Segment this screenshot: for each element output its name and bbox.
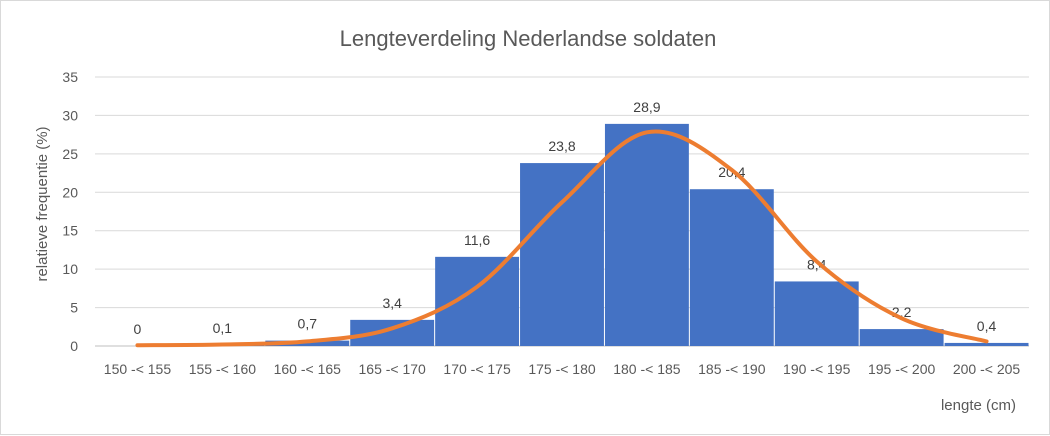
bar: [859, 329, 944, 346]
x-tick-label: 150 -< 155: [104, 361, 172, 377]
y-tick-label: 10: [62, 261, 78, 277]
x-tick-label: 170 -< 175: [443, 361, 511, 377]
bars: [180, 123, 1029, 346]
data-labels: 0 0,1 0,73,411,623,828,920,48,42,20,4: [134, 99, 997, 337]
x-tick-label: 180 -< 185: [613, 361, 681, 377]
distribution-curve: [135, 129, 989, 348]
y-tick-label: 25: [62, 146, 78, 162]
data-label: 0,1: [213, 320, 233, 336]
data-label: 3,4: [382, 295, 402, 311]
x-tick-label: 155 -< 160: [189, 361, 257, 377]
y-axis-title: relatieve frequentie (%): [34, 126, 51, 281]
data-label: 8,4: [807, 256, 827, 272]
data-label: 23,8: [548, 138, 575, 154]
data-label: 0,7: [298, 316, 318, 332]
y-tick-label: 15: [62, 223, 78, 239]
x-tick-label: 175 -< 180: [528, 361, 596, 377]
data-label: 0: [134, 321, 142, 337]
y-axis-ticks: 0 5 10 15 20 25 30 35: [62, 69, 78, 354]
x-axis-ticks: 150 -< 155 155 -< 160 160 -< 165 165 -< 170…: [104, 361, 1021, 377]
y-tick-label: 35: [62, 69, 78, 85]
x-tick-label: 185 -< 190: [698, 361, 766, 377]
bar: [435, 256, 520, 346]
bar: [774, 281, 859, 346]
x-tick-label: 195 -< 200: [868, 361, 936, 377]
bar: [944, 342, 1029, 346]
y-tick-label: 5: [70, 300, 78, 316]
x-axis-title: lengte (cm): [941, 397, 1016, 414]
bar: [604, 123, 689, 346]
bar: [689, 189, 774, 346]
y-tick-label: 30: [62, 107, 78, 123]
data-label: 28,9: [633, 99, 660, 115]
chart-title: Lengteverdeling Nederlandse soldaten: [340, 26, 717, 51]
y-tick-label: 20: [62, 184, 78, 200]
x-tick-label: 200 -< 205: [953, 361, 1021, 377]
bar: [520, 163, 604, 346]
x-tick-label: 190 -< 195: [783, 361, 851, 377]
data-label: 0,4: [977, 318, 997, 334]
x-tick-label: 165 -< 170: [359, 361, 427, 377]
x-tick-label: 160 -< 165: [274, 361, 342, 377]
data-label: 11,6: [464, 232, 490, 248]
y-tick-label: 0: [70, 338, 78, 354]
bar: [350, 319, 435, 346]
